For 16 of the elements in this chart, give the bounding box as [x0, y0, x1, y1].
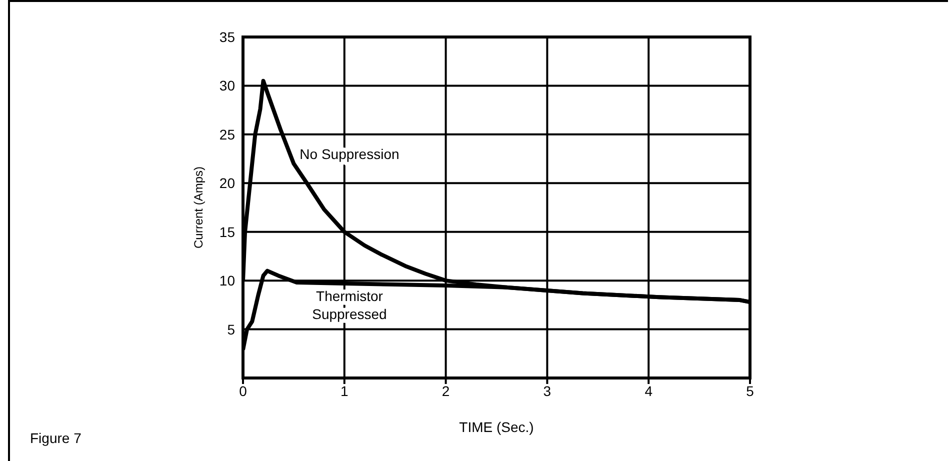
- y-tick-label: 5: [227, 321, 236, 338]
- y-tick-label: 20: [219, 175, 236, 192]
- y-tick-label: 25: [219, 126, 236, 142]
- y-tick-label: 35: [219, 28, 236, 45]
- x-tick-label: 1: [340, 382, 348, 399]
- x-tick-label: 3: [543, 382, 552, 399]
- x-axis-title: TIME (Sec.): [459, 419, 534, 435]
- y-axis-title: Current (Amps): [191, 166, 206, 249]
- y-tick-label: 30: [219, 78, 236, 94]
- x-tick-label: 4: [644, 382, 653, 399]
- y-tick-label: 15: [219, 224, 236, 240]
- x-tick-label: 0: [239, 382, 248, 399]
- x-tick-label: 5: [746, 382, 754, 399]
- y-tick-label: 10: [219, 272, 236, 289]
- x-tick-label: 2: [442, 382, 450, 399]
- caption: Figure 7: [30, 430, 82, 446]
